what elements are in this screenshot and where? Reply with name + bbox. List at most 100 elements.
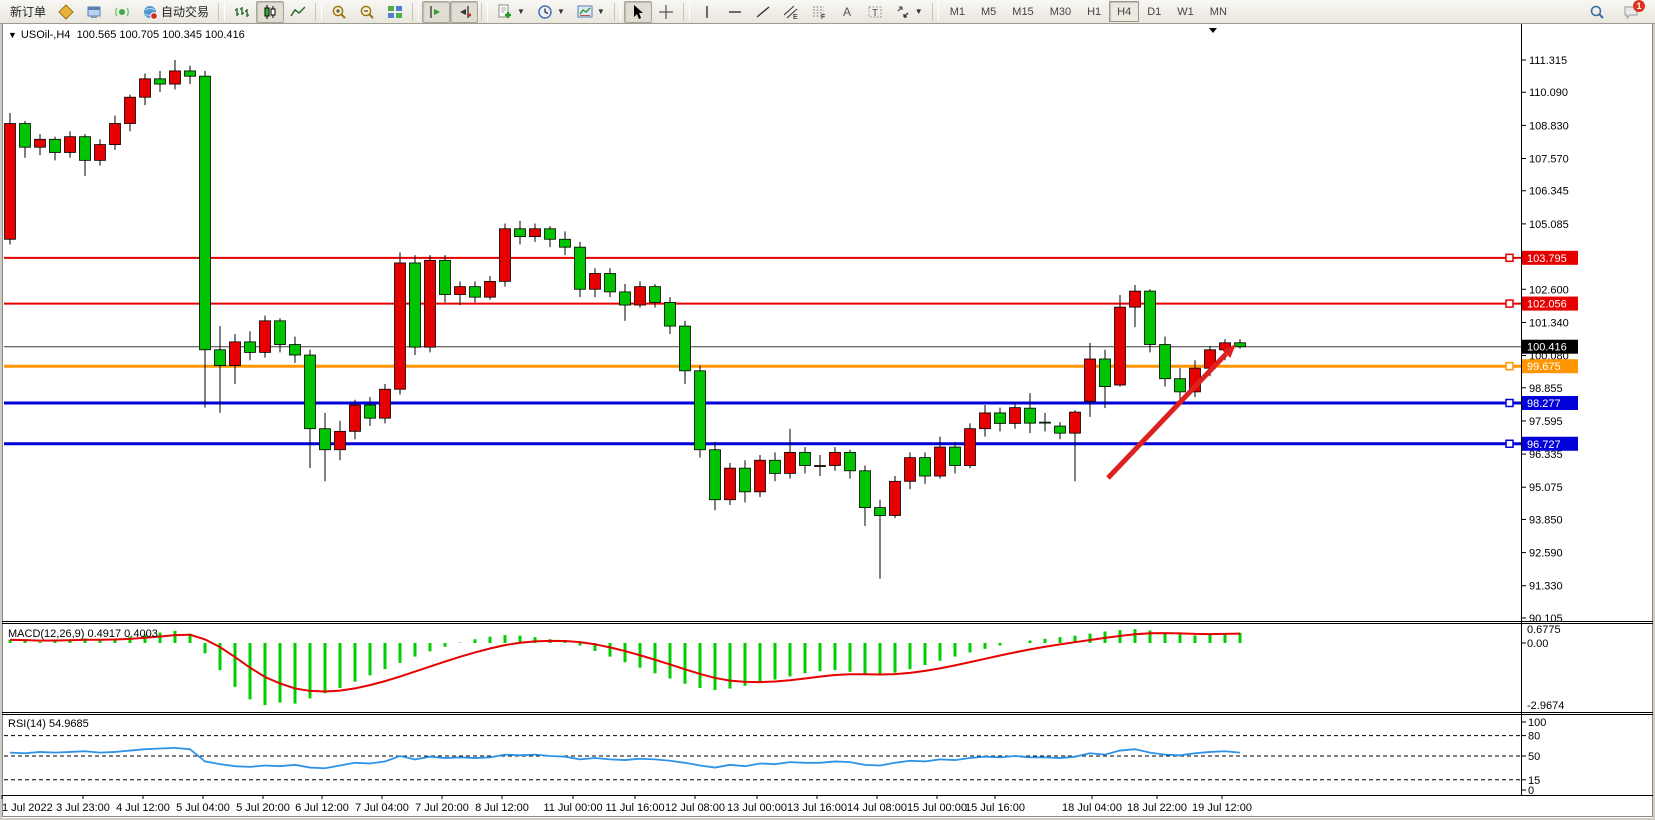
- candle-body-down: [319, 428, 331, 451]
- cursor-button[interactable]: [623, 0, 652, 23]
- cursor-icon: [630, 4, 646, 20]
- candle-body-down: [199, 75, 211, 351]
- candle-body-down: [154, 78, 166, 85]
- new-order-button[interactable]: 新订单: [4, 1, 52, 23]
- trend-arrow-line[interactable]: [1106, 352, 1228, 480]
- macd-values: 0.4917 0.4003: [87, 628, 158, 640]
- tile-windows-button[interactable]: [381, 1, 409, 23]
- candle-body-down: [994, 412, 1006, 424]
- line-chart-type-button[interactable]: [284, 1, 312, 23]
- chart-shift-marker[interactable]: [1209, 28, 1217, 33]
- svg-text:A: A: [843, 5, 851, 19]
- dropdown-caret-icon: ▼: [517, 7, 525, 16]
- chart-canvas[interactable]: 111.315 110.090 108.830 107.570 106.345 105.0…: [0, 24, 1655, 820]
- indicators-button[interactable]: ▼: [491, 1, 531, 23]
- timeframe-m15-button[interactable]: M15: [1012, 5, 1034, 18]
- timeframe-h1-button[interactable]: H1: [1087, 5, 1102, 18]
- fibonacci-button[interactable]: F: [805, 1, 833, 23]
- hline-handle[interactable]: [1505, 299, 1514, 308]
- tile-windows-icon: [387, 4, 403, 20]
- equidistant-channel-button[interactable]: E: [777, 1, 805, 23]
- price-badge-label: 98.277: [1527, 398, 1561, 410]
- trendline-icon: [755, 4, 771, 20]
- hline-handle[interactable]: [1505, 439, 1514, 449]
- candle-body-up: [349, 404, 361, 432]
- candle-body-down: [1159, 344, 1171, 380]
- candle-body-up: [724, 467, 736, 501]
- candle-body-up: [259, 320, 271, 353]
- autotrading-button[interactable]: 自动交易: [136, 1, 215, 23]
- market-watch-button[interactable]: [52, 1, 80, 23]
- hline-handle[interactable]: [1505, 253, 1514, 263]
- symbol-dropdown-icon[interactable]: ▼: [8, 30, 17, 40]
- candle-body-up: [169, 70, 181, 85]
- signals-icon: [114, 4, 130, 20]
- candlestick-chart-type-button[interactable]: [256, 0, 285, 23]
- hline-handle[interactable]: [1505, 398, 1514, 408]
- horizontal-line-button[interactable]: [721, 1, 749, 23]
- rsi-axis-label: 0: [1528, 785, 1534, 797]
- macd-axis-label: 0.00: [1527, 638, 1548, 650]
- candle-body-up: [979, 412, 991, 430]
- price-tick-label: 97.595: [1529, 416, 1563, 428]
- text-label-button[interactable]: T: [861, 1, 889, 23]
- macd-name: MACD(12,26,9): [8, 628, 85, 640]
- fibonacci-icon: F: [811, 4, 827, 21]
- search-icon: [1589, 4, 1605, 20]
- candle-body-down: [469, 286, 481, 298]
- timeframe-m5-button[interactable]: M5: [981, 5, 997, 18]
- text-icon: A: [839, 4, 855, 20]
- candle-body-down: [619, 291, 631, 306]
- notifications-button[interactable]: 1: [1617, 0, 1645, 23]
- price-badge-label: 103.795: [1527, 253, 1567, 265]
- candlestick-chart-type-icon: [262, 4, 278, 20]
- hline-handle[interactable]: [1505, 361, 1514, 371]
- chart-shift-button[interactable]: [422, 0, 451, 23]
- time-tick-label: 3 Jul 23:00: [56, 802, 110, 814]
- candle-body-up: [499, 228, 511, 282]
- signals-button[interactable]: [108, 1, 136, 23]
- timeframe-m30-button[interactable]: M30: [1049, 5, 1072, 18]
- price-badge-99.675: [1522, 359, 1578, 374]
- candle-body-down: [544, 228, 556, 240]
- rsi-axis-label: 50: [1528, 751, 1540, 763]
- candle-body-down: [1234, 342, 1246, 348]
- time-tick-label: 18 Jul 04:00: [1062, 802, 1122, 814]
- candle-body-up: [964, 428, 976, 466]
- timeframe-w1-button[interactable]: W1: [1177, 5, 1194, 18]
- candle-body-up: [229, 341, 241, 366]
- trendline-button[interactable]: [749, 1, 777, 23]
- timeframe-h4-button[interactable]: H4: [1109, 1, 1140, 22]
- zoom-out-button[interactable]: [353, 1, 381, 23]
- templates-button[interactable]: ▼: [571, 1, 611, 23]
- candle-body-down: [1054, 425, 1066, 434]
- new-order-label: 新订单: [10, 5, 47, 19]
- chart-title[interactable]: ▼ USOil-,H4 100.565 100.705 100.345 100.4…: [8, 29, 245, 41]
- arrows-button[interactable]: ▼: [889, 1, 929, 23]
- symbol-period-label: USOil-,H4: [20, 29, 71, 41]
- timeframe-mn-button[interactable]: MN: [1209, 5, 1227, 18]
- candle-body-down: [709, 449, 721, 501]
- candle-body-down: [919, 457, 931, 477]
- timeframe-m1-button[interactable]: M1: [949, 5, 965, 18]
- toolbar-separator: [613, 2, 621, 21]
- price-tick-label: 107.570: [1529, 154, 1569, 166]
- toolbar-separator: [931, 2, 939, 21]
- text-button[interactable]: A: [833, 1, 861, 23]
- periods-button[interactable]: ▼: [531, 1, 571, 23]
- candle-body-down: [604, 273, 616, 293]
- time-tick-label: 13 Jul 00:00: [727, 802, 787, 814]
- chart-shift-icon: [428, 4, 444, 20]
- zoom-in-button[interactable]: [325, 1, 353, 23]
- crosshair-button[interactable]: [652, 1, 680, 23]
- navigator-button[interactable]: [80, 1, 108, 23]
- auto-scroll-button[interactable]: [450, 0, 479, 23]
- time-tick-label: 18 Jul 22:00: [1127, 802, 1187, 814]
- price-badge-label: 99.675: [1527, 361, 1561, 373]
- search-button[interactable]: [1583, 1, 1611, 23]
- bar-chart-type-button[interactable]: [228, 1, 256, 23]
- macd-indicator-label: MACD(12,26,9) 0.4917 0.4003: [8, 628, 158, 640]
- vertical-line-button[interactable]: [693, 1, 721, 23]
- clock-icon: [537, 4, 553, 20]
- timeframe-d1-button[interactable]: D1: [1147, 5, 1162, 18]
